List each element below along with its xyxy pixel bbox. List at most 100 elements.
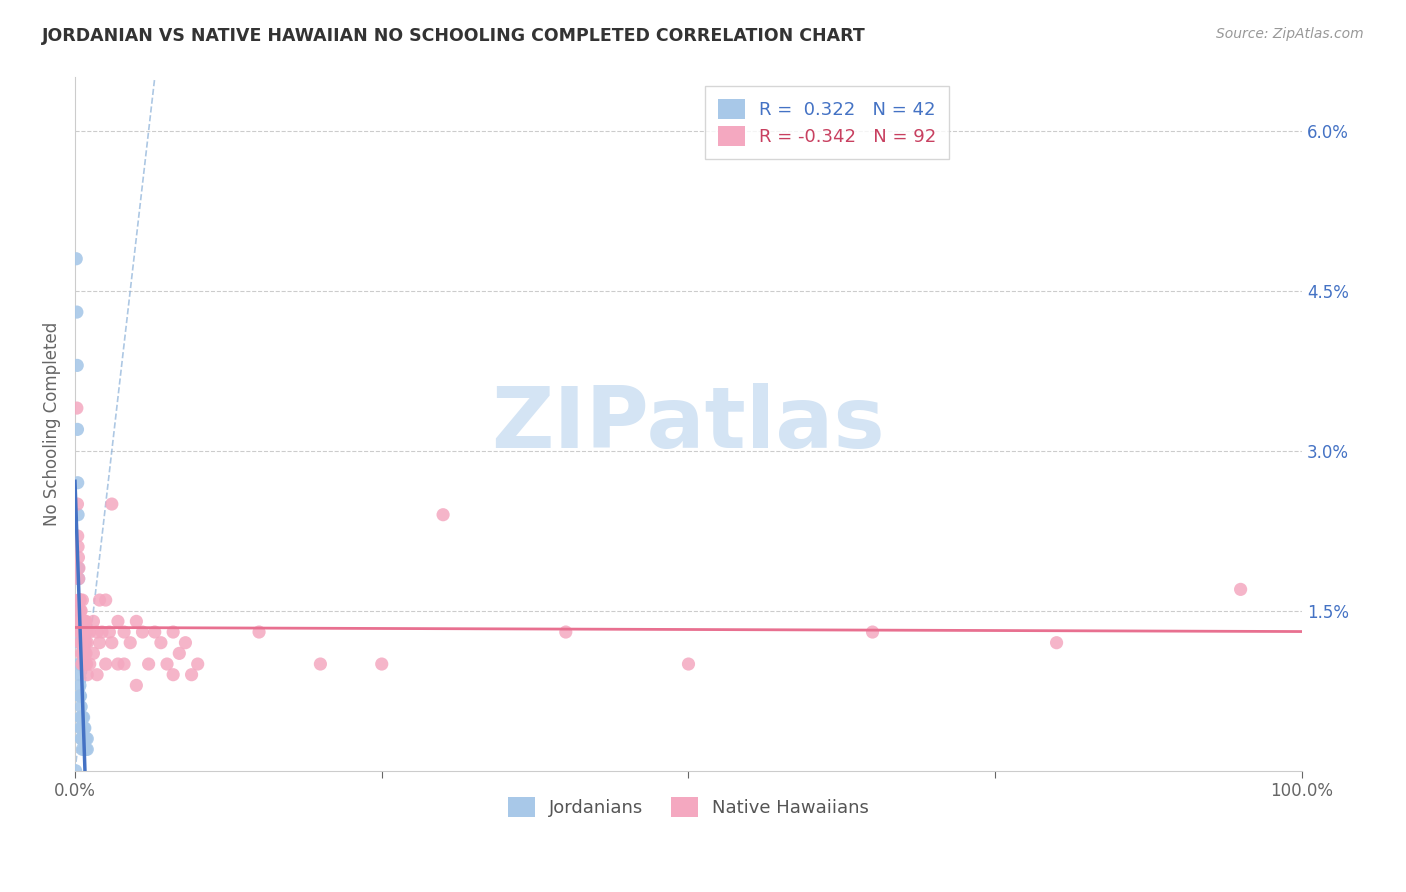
Point bbox=[72, 646, 94, 660]
Point bbox=[76, 657, 98, 671]
Point bbox=[75, 646, 97, 660]
Point bbox=[70, 731, 93, 746]
Point bbox=[149, 636, 172, 650]
Point bbox=[162, 625, 184, 640]
Point bbox=[94, 593, 117, 607]
Point bbox=[69, 615, 91, 629]
Point bbox=[309, 657, 332, 671]
Point bbox=[69, 678, 91, 692]
Point bbox=[94, 657, 117, 671]
Legend: Jordanians, Native Hawaiians: Jordanians, Native Hawaiians bbox=[501, 789, 876, 824]
Point bbox=[72, 615, 94, 629]
Point bbox=[678, 657, 700, 671]
Point bbox=[72, 657, 94, 671]
Point bbox=[138, 657, 160, 671]
Text: Source: ZipAtlas.com: Source: ZipAtlas.com bbox=[1216, 27, 1364, 41]
Point bbox=[75, 636, 97, 650]
Point bbox=[112, 657, 135, 671]
Point bbox=[169, 646, 191, 660]
Point bbox=[86, 667, 108, 681]
Point bbox=[82, 646, 104, 660]
Point bbox=[69, 604, 91, 618]
Point bbox=[247, 625, 270, 640]
Point bbox=[72, 710, 94, 724]
Point bbox=[72, 636, 94, 650]
Point bbox=[79, 625, 101, 640]
Point bbox=[73, 742, 96, 756]
Point bbox=[72, 731, 94, 746]
Point bbox=[72, 646, 94, 660]
Point bbox=[156, 657, 179, 671]
Point bbox=[67, 561, 90, 575]
Point bbox=[120, 636, 142, 650]
Point bbox=[65, 252, 87, 266]
Point bbox=[112, 625, 135, 640]
Point bbox=[75, 625, 97, 640]
Point bbox=[86, 625, 108, 640]
Point bbox=[125, 615, 148, 629]
Point bbox=[66, 475, 89, 490]
Point bbox=[72, 721, 94, 735]
Point bbox=[98, 625, 121, 640]
Point bbox=[1229, 582, 1251, 597]
Point bbox=[862, 625, 884, 640]
Point bbox=[69, 667, 91, 681]
Point bbox=[67, 561, 90, 575]
Point bbox=[69, 615, 91, 629]
Point bbox=[70, 721, 93, 735]
Point bbox=[72, 731, 94, 746]
Point bbox=[76, 667, 98, 681]
Point bbox=[69, 721, 91, 735]
Point bbox=[70, 731, 93, 746]
Point bbox=[66, 497, 89, 511]
Point bbox=[75, 657, 97, 671]
Point bbox=[73, 646, 96, 660]
Point bbox=[73, 721, 96, 735]
Point bbox=[180, 667, 202, 681]
Point bbox=[66, 422, 89, 436]
Point bbox=[107, 615, 129, 629]
Point bbox=[432, 508, 454, 522]
Point bbox=[67, 593, 90, 607]
Point bbox=[75, 615, 97, 629]
Point bbox=[67, 572, 90, 586]
Point bbox=[79, 657, 101, 671]
Point bbox=[131, 625, 153, 640]
Point bbox=[70, 636, 93, 650]
Point bbox=[65, 764, 87, 778]
Point bbox=[554, 625, 576, 640]
Point bbox=[125, 678, 148, 692]
Point bbox=[72, 731, 94, 746]
Point bbox=[101, 497, 124, 511]
Point bbox=[76, 636, 98, 650]
Point bbox=[66, 305, 89, 319]
Point bbox=[72, 593, 94, 607]
Point bbox=[76, 625, 98, 640]
Point bbox=[174, 636, 197, 650]
Point bbox=[76, 742, 98, 756]
Point bbox=[70, 646, 93, 660]
Point bbox=[67, 550, 90, 565]
Point bbox=[73, 721, 96, 735]
Point bbox=[73, 731, 96, 746]
Point bbox=[70, 710, 93, 724]
Point bbox=[67, 593, 90, 607]
Point bbox=[67, 615, 90, 629]
Point bbox=[1045, 636, 1067, 650]
Point bbox=[66, 401, 89, 415]
Point bbox=[67, 540, 90, 554]
Point bbox=[75, 742, 97, 756]
Point bbox=[70, 625, 93, 640]
Point bbox=[70, 615, 93, 629]
Point bbox=[73, 615, 96, 629]
Point bbox=[67, 572, 90, 586]
Point bbox=[69, 625, 91, 640]
Point bbox=[67, 604, 90, 618]
Point bbox=[91, 625, 114, 640]
Point bbox=[72, 615, 94, 629]
Point bbox=[162, 667, 184, 681]
Point bbox=[89, 593, 111, 607]
Point bbox=[69, 689, 91, 703]
Point bbox=[66, 529, 89, 543]
Point bbox=[70, 615, 93, 629]
